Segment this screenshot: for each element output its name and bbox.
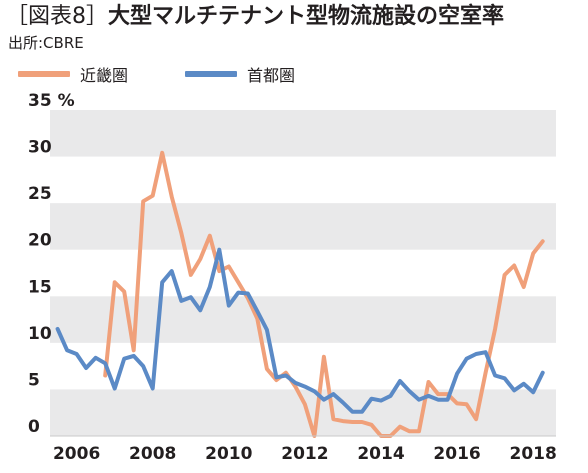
legend-label-shutoken: 首都圏 bbox=[247, 66, 296, 85]
x-tick-label: 2012 bbox=[281, 444, 328, 464]
series-line-shutoken bbox=[55, 247, 545, 414]
grid-band bbox=[50, 110, 556, 157]
x-tick-label: 2016 bbox=[433, 444, 480, 464]
figure-number: ［図表8］ bbox=[6, 4, 108, 29]
y-tick-label: 0 bbox=[28, 417, 40, 437]
grid-band bbox=[50, 203, 556, 250]
legend-swatch-shutoken bbox=[185, 71, 237, 77]
chart-title: ［図表8］大型マルチテナント型物流施設の空室率 bbox=[6, 3, 504, 31]
x-tick-label: 2008 bbox=[129, 444, 176, 464]
y-tick-label: 30 bbox=[28, 138, 52, 158]
y-tick-label: 15 bbox=[28, 277, 52, 297]
y-tick-label: 25 bbox=[28, 184, 52, 204]
legend-swatch-kinki bbox=[18, 71, 70, 77]
legend-item-shutoken: 首都圏 bbox=[185, 62, 295, 86]
series-line-kinki bbox=[103, 150, 545, 438]
legend-item-kinki: 近畿圏 bbox=[18, 62, 128, 86]
y-tick-label: 35 % bbox=[28, 91, 75, 111]
source-note: 出所:CBRE bbox=[8, 34, 84, 52]
x-tick-label: 2018 bbox=[510, 444, 557, 464]
title-text: 大型マルチテナント型物流施設の空室率 bbox=[108, 4, 505, 29]
x-tick-label: 2006 bbox=[53, 444, 100, 464]
x-tick-label: 2014 bbox=[357, 444, 404, 464]
y-tick-label: 20 bbox=[28, 231, 52, 251]
y-tick-label: 5 bbox=[28, 370, 40, 390]
legend: 近畿圏 首都圏 bbox=[0, 62, 588, 86]
x-tick-label: 2010 bbox=[205, 444, 252, 464]
legend-label-kinki: 近畿圏 bbox=[80, 66, 129, 85]
y-tick-label: 10 bbox=[28, 324, 52, 344]
